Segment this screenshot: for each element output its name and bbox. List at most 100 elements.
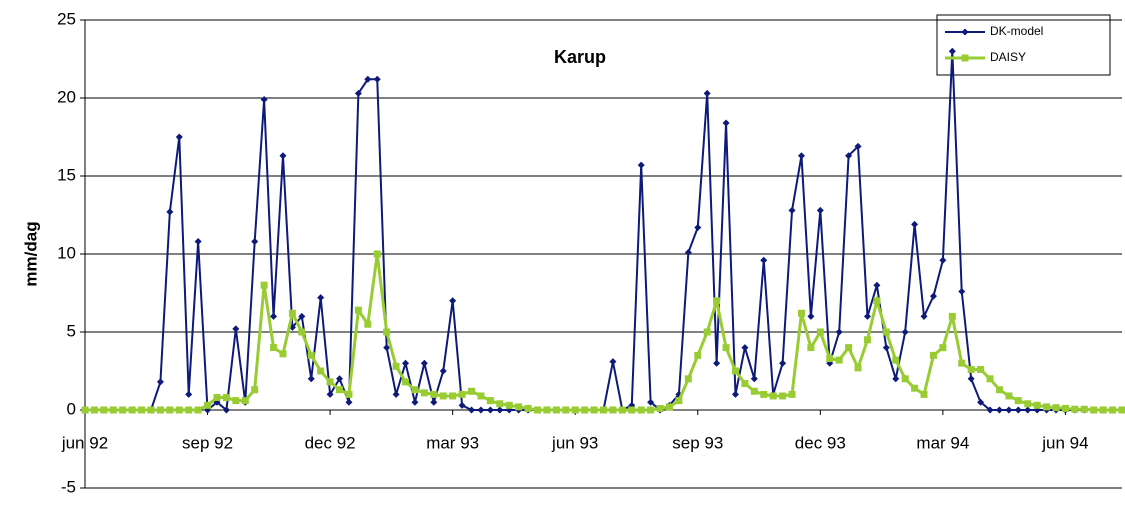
data-point [223,394,230,401]
data-point [562,407,569,414]
data-point [534,407,541,414]
data-point [147,407,154,414]
data-point [751,388,758,395]
data-point [119,407,126,414]
data-point [666,403,673,410]
data-point [911,385,918,392]
data-point [713,297,720,304]
y-tick-label: 5 [67,321,76,340]
data-point [496,400,503,407]
legend-label: DAISY [990,50,1026,64]
legend-label: DK-model [990,24,1043,38]
data-point [939,344,946,351]
data-point [921,391,928,398]
x-tick-label: sep 92 [182,433,233,452]
data-point [543,407,550,414]
x-tick-label: mar 93 [426,433,479,452]
data-point [553,407,560,414]
data-point [279,350,286,357]
y-tick-label: 15 [57,165,76,184]
data-point [628,407,635,414]
data-point [1109,407,1116,414]
y-tick-label: -5 [61,477,76,496]
data-point [855,364,862,371]
data-point [421,389,428,396]
data-point [826,355,833,362]
data-point [723,344,730,351]
data-point [977,366,984,373]
data-point [477,392,484,399]
data-point [770,392,777,399]
data-point [317,368,324,375]
data-point [836,357,843,364]
data-point [100,407,107,414]
data-point [440,392,447,399]
data-point [930,352,937,359]
data-point [741,380,748,387]
data-point [261,282,268,289]
data-point [506,402,513,409]
data-point [468,388,475,395]
data-point [996,386,1003,393]
data-point [1071,406,1078,413]
data-point [864,336,871,343]
data-point [289,310,296,317]
data-point [166,407,173,414]
data-point [515,403,522,410]
data-point [1053,404,1060,411]
data-point [430,391,437,398]
data-point [195,407,202,414]
data-point [138,407,145,414]
data-point [892,357,899,364]
data-point [902,375,909,382]
data-point [487,397,494,404]
x-tick-label: mar 94 [916,433,969,452]
data-point [213,394,220,401]
data-point [129,407,136,414]
data-point [609,407,616,414]
data-point [1090,407,1097,414]
data-point [393,363,400,370]
data-point [572,407,579,414]
data-point [807,344,814,351]
data-point [1015,397,1022,404]
x-tick-label: dec 93 [795,433,846,452]
data-point [675,397,682,404]
data-point [82,407,89,414]
x-tick-label: jun 92 [61,433,108,452]
data-point [873,297,880,304]
data-point [1005,392,1012,399]
data-point [232,397,239,404]
data-point [525,405,532,412]
data-point [704,329,711,336]
data-point [845,344,852,351]
data-point [657,405,664,412]
data-point [374,251,381,258]
data-point [327,378,334,385]
data-point [949,313,956,320]
data-point [591,407,598,414]
data-point [760,391,767,398]
data-point [402,378,409,385]
data-point [685,375,692,382]
data-point [110,407,117,414]
data-point [251,386,258,393]
data-point [647,407,654,414]
data-point [459,391,466,398]
y-tick-label: 20 [57,87,76,106]
data-point [638,407,645,414]
y-axis-label: mm/dag [21,221,40,286]
data-point [364,321,371,328]
data-point [732,368,739,375]
data-point [383,329,390,336]
x-tick-label: sep 93 [672,433,723,452]
data-point [817,329,824,336]
y-tick-label: 10 [57,243,76,262]
data-point [987,375,994,382]
data-point [1062,405,1069,412]
y-tick-label: 25 [57,9,76,28]
data-point [789,391,796,398]
data-point [308,352,315,359]
data-point [298,329,305,336]
